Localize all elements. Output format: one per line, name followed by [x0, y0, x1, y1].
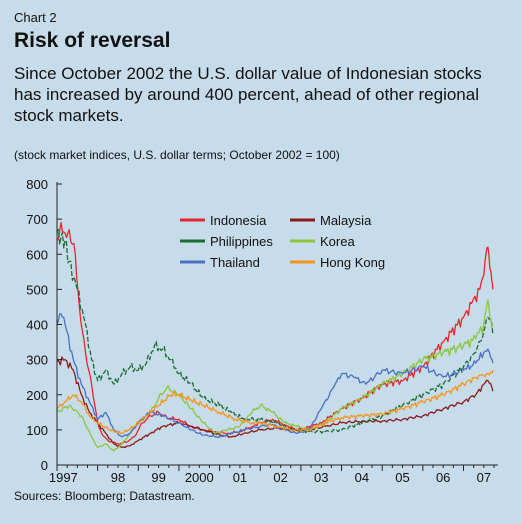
y-tick-label: 100	[26, 423, 48, 438]
chart-units-note: (stock market indices, U.S. dollar terms…	[14, 148, 340, 162]
y-tick-label: 0	[41, 458, 48, 473]
x-tick-label: 04	[355, 470, 369, 485]
x-tick-label: 05	[395, 470, 409, 485]
legend-label-indonesia: Indonesia	[210, 213, 267, 228]
y-tick-label: 300	[26, 353, 48, 368]
legend-label-malaysia: Malaysia	[320, 213, 372, 228]
legend-label-philippines: Philippines	[210, 234, 273, 249]
chart-subtitle: Since October 2002 the U.S. dollar value…	[14, 64, 482, 125]
series-line-malaysia	[56, 356, 494, 449]
series-line-philippines	[56, 228, 494, 434]
chart-number: Chart 2	[14, 10, 57, 25]
y-tick-label: 400	[26, 318, 48, 333]
x-tick-label: 02	[273, 470, 287, 485]
legend: Indonesia Malaysia Philippines Korea Thailan…	[180, 213, 385, 270]
x-tick-label: 06	[436, 470, 450, 485]
x-tick-label: 98	[111, 470, 125, 485]
x-tick-label: 2000	[185, 470, 214, 485]
y-tick-label: 500	[26, 282, 48, 297]
y-tick-label: 800	[26, 177, 48, 192]
x-tick-label: 99	[151, 470, 165, 485]
series-line-thailand	[56, 313, 494, 439]
y-tick-label: 200	[26, 388, 48, 403]
x-tick-label: 07	[477, 470, 491, 485]
y-tick-label: 600	[26, 247, 48, 262]
legend-label-thailand: Thailand	[210, 255, 260, 270]
x-tick-label: 1997	[49, 470, 78, 485]
chart-title: Risk of reversal	[14, 29, 171, 52]
legend-label-korea: Korea	[320, 234, 355, 249]
line-chart: 0 100 200 300 400 500 600 700 800 1997 98 99 2000 01 0…	[26, 177, 498, 485]
y-tick-label: 700	[26, 212, 48, 227]
axes: 0 100 200 300 400 500 600 700 800 1997 98 99 2000 01 0…	[26, 177, 498, 485]
series-line-indonesia	[56, 221, 494, 445]
x-tick-label: 01	[233, 470, 247, 485]
legend-label-hong-kong: Hong Kong	[320, 255, 385, 270]
source-note: Sources: Bloomberg; Datastream.	[14, 489, 195, 503]
x-tick-label: 03	[314, 470, 328, 485]
series-line-hong-kong	[56, 370, 494, 435]
series-lines	[56, 221, 494, 452]
